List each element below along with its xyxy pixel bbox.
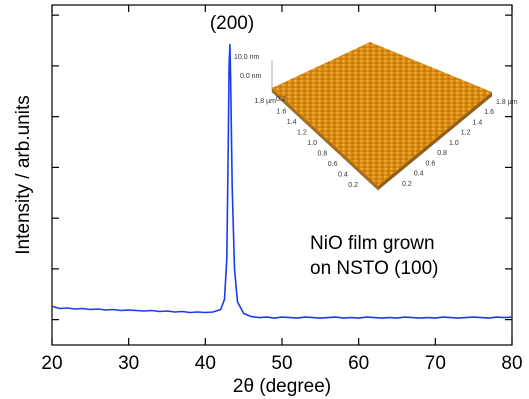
afm-z-label: 10.0 nm [234, 54, 259, 61]
afm-left-label: 1.0 [307, 140, 317, 147]
afm-left-label: 1.8 µm [254, 98, 276, 105]
x-tick-label: 30 [118, 353, 139, 374]
afm-right-label: 1.8 µm [496, 99, 518, 106]
afm-z-label: 0.2 [276, 96, 286, 103]
sample-label: on NSTO (100) [310, 258, 438, 279]
afm-left-label: 0.4 [338, 171, 348, 178]
x-tick-label: 20 [41, 353, 62, 374]
afm-left-label: 1.2 [297, 129, 307, 136]
plot-frame [52, 5, 512, 345]
x-tick-label: 70 [425, 353, 446, 374]
x-tick-label: 80 [501, 353, 522, 374]
afm-left-label: 1.4 [287, 119, 297, 126]
afm-inset [272, 42, 492, 190]
afm-right-label: 1.0 [449, 140, 459, 147]
afm-surface [272, 42, 492, 186]
afm-right-label: 0.2 [402, 181, 412, 188]
afm-left-label: 0.2 [348, 182, 358, 189]
afm-left-label: 1.6 [277, 108, 287, 115]
afm-left-label: 0.6 [328, 161, 338, 168]
afm-right-label: 0.8 [437, 150, 447, 157]
sample-label: NiO film grown [310, 233, 435, 254]
x-tick-label: 60 [348, 353, 369, 374]
afm-left-label: 0.8 [318, 150, 328, 157]
x-axis-label: 2θ (degree) [233, 376, 331, 397]
x-tick-label: 40 [195, 353, 216, 374]
afm-right-label: 1.6 [484, 109, 494, 116]
afm-right-label: 1.4 [473, 119, 483, 126]
chart: (200) NiO film grown on NSTO (100) 2θ (d… [0, 0, 529, 399]
afm-right-label: 0.4 [414, 171, 424, 178]
afm-z-label: 0.0 nm [240, 73, 262, 80]
afm-right-label: 1.2 [461, 130, 471, 137]
x-tick-label: 50 [271, 353, 292, 374]
y-axis-label: Intensity / arb.units [13, 95, 34, 254]
afm-right-label: 0.6 [426, 160, 436, 167]
peak-label: (200) [210, 13, 254, 34]
